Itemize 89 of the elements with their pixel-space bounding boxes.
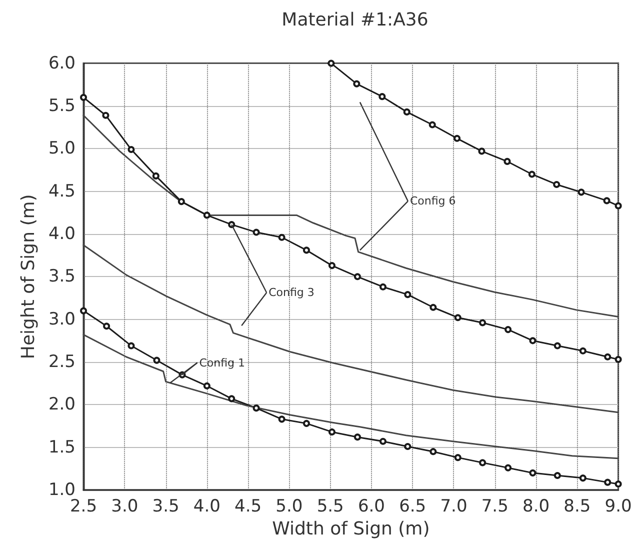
point: [603, 197, 610, 204]
point: [252, 228, 260, 236]
point: [80, 307, 87, 314]
point: [504, 158, 511, 165]
point: [554, 472, 561, 479]
annotation: Config 3: [268, 286, 314, 300]
point: [80, 94, 87, 101]
point: [302, 246, 310, 254]
point: [354, 434, 361, 441]
y-tick-label: 1.5: [48, 437, 76, 458]
point: [504, 464, 512, 472]
point: [178, 198, 185, 206]
point: [354, 273, 361, 280]
point: [604, 353, 612, 360]
y-tick-label: 4.0: [48, 224, 76, 244]
point: [328, 262, 336, 270]
point: [152, 172, 160, 180]
point: [430, 448, 437, 456]
point: [278, 234, 286, 241]
point: [529, 337, 536, 344]
point: [614, 202, 622, 210]
y-tick-label: 3.0: [48, 309, 76, 330]
y-tick-label: 5.0: [48, 138, 76, 159]
point: [403, 108, 410, 116]
point: [579, 474, 586, 482]
point: [579, 347, 586, 354]
line-series: [82, 244, 620, 414]
y-tick-label: 3.5: [48, 266, 76, 287]
x-tick-label: 3.0: [111, 496, 138, 516]
point: [128, 342, 135, 350]
x-tick-label: 4.0: [193, 496, 220, 516]
point: [478, 148, 486, 155]
point: [103, 322, 110, 330]
point: [153, 356, 160, 364]
point: [454, 454, 462, 462]
y-axis-title: Height of Sign (m): [18, 194, 40, 360]
y-tick-label: 2.0: [48, 394, 76, 415]
point: [278, 416, 286, 423]
point: [614, 480, 622, 488]
x-tick-label: 5.5: [316, 496, 344, 516]
y-tick-label: 2.5: [48, 352, 76, 372]
point: [614, 356, 622, 363]
y-tick-label: 5.5: [48, 96, 76, 116]
chart-title: Material #1:A36: [282, 10, 428, 30]
point: [328, 428, 336, 436]
x-tick-label: 6.0: [358, 496, 385, 516]
annotation: Config 1: [199, 356, 246, 370]
x-tick-label: 6.5: [399, 496, 426, 516]
x-tick-label: 7.5: [481, 496, 508, 516]
point: [430, 304, 437, 311]
point: [102, 112, 110, 119]
point: [404, 442, 412, 450]
x-tick-label: 4.5: [234, 496, 262, 516]
point: [379, 283, 386, 290]
point: [328, 60, 335, 67]
point: [302, 420, 310, 427]
point: [553, 180, 560, 188]
point: [428, 121, 436, 128]
point: [528, 170, 536, 178]
point: [203, 212, 210, 219]
x-tick-label: 5.0: [276, 496, 303, 516]
point: [378, 93, 386, 100]
point: [228, 395, 236, 402]
point: [578, 188, 585, 196]
point: [479, 319, 486, 326]
point: [454, 314, 462, 322]
line-series: [82, 114, 620, 318]
x-tick-label: 9.0: [604, 496, 632, 516]
point: [379, 438, 386, 445]
point: [604, 478, 612, 486]
point: [454, 134, 461, 142]
x-axis-title: Width of Sign (m): [272, 518, 430, 540]
point: [554, 342, 561, 350]
line-series: [82, 334, 620, 460]
y-tick-label: 4.5: [48, 181, 76, 202]
x-tick-label: 3.5: [152, 496, 180, 516]
point: [252, 404, 260, 412]
x-tick-label: 8.0: [522, 496, 550, 516]
point: [479, 459, 486, 466]
point: [404, 291, 412, 298]
point: [128, 146, 135, 153]
x-tick-label: 7.0: [440, 496, 468, 516]
point: [203, 382, 210, 390]
annotation: Config 6: [410, 194, 456, 208]
y-tick-label: 6.0: [48, 53, 76, 74]
point: [353, 80, 360, 88]
point: [529, 469, 536, 476]
x-tick-label: 8.5: [564, 496, 591, 516]
point: [504, 326, 512, 334]
